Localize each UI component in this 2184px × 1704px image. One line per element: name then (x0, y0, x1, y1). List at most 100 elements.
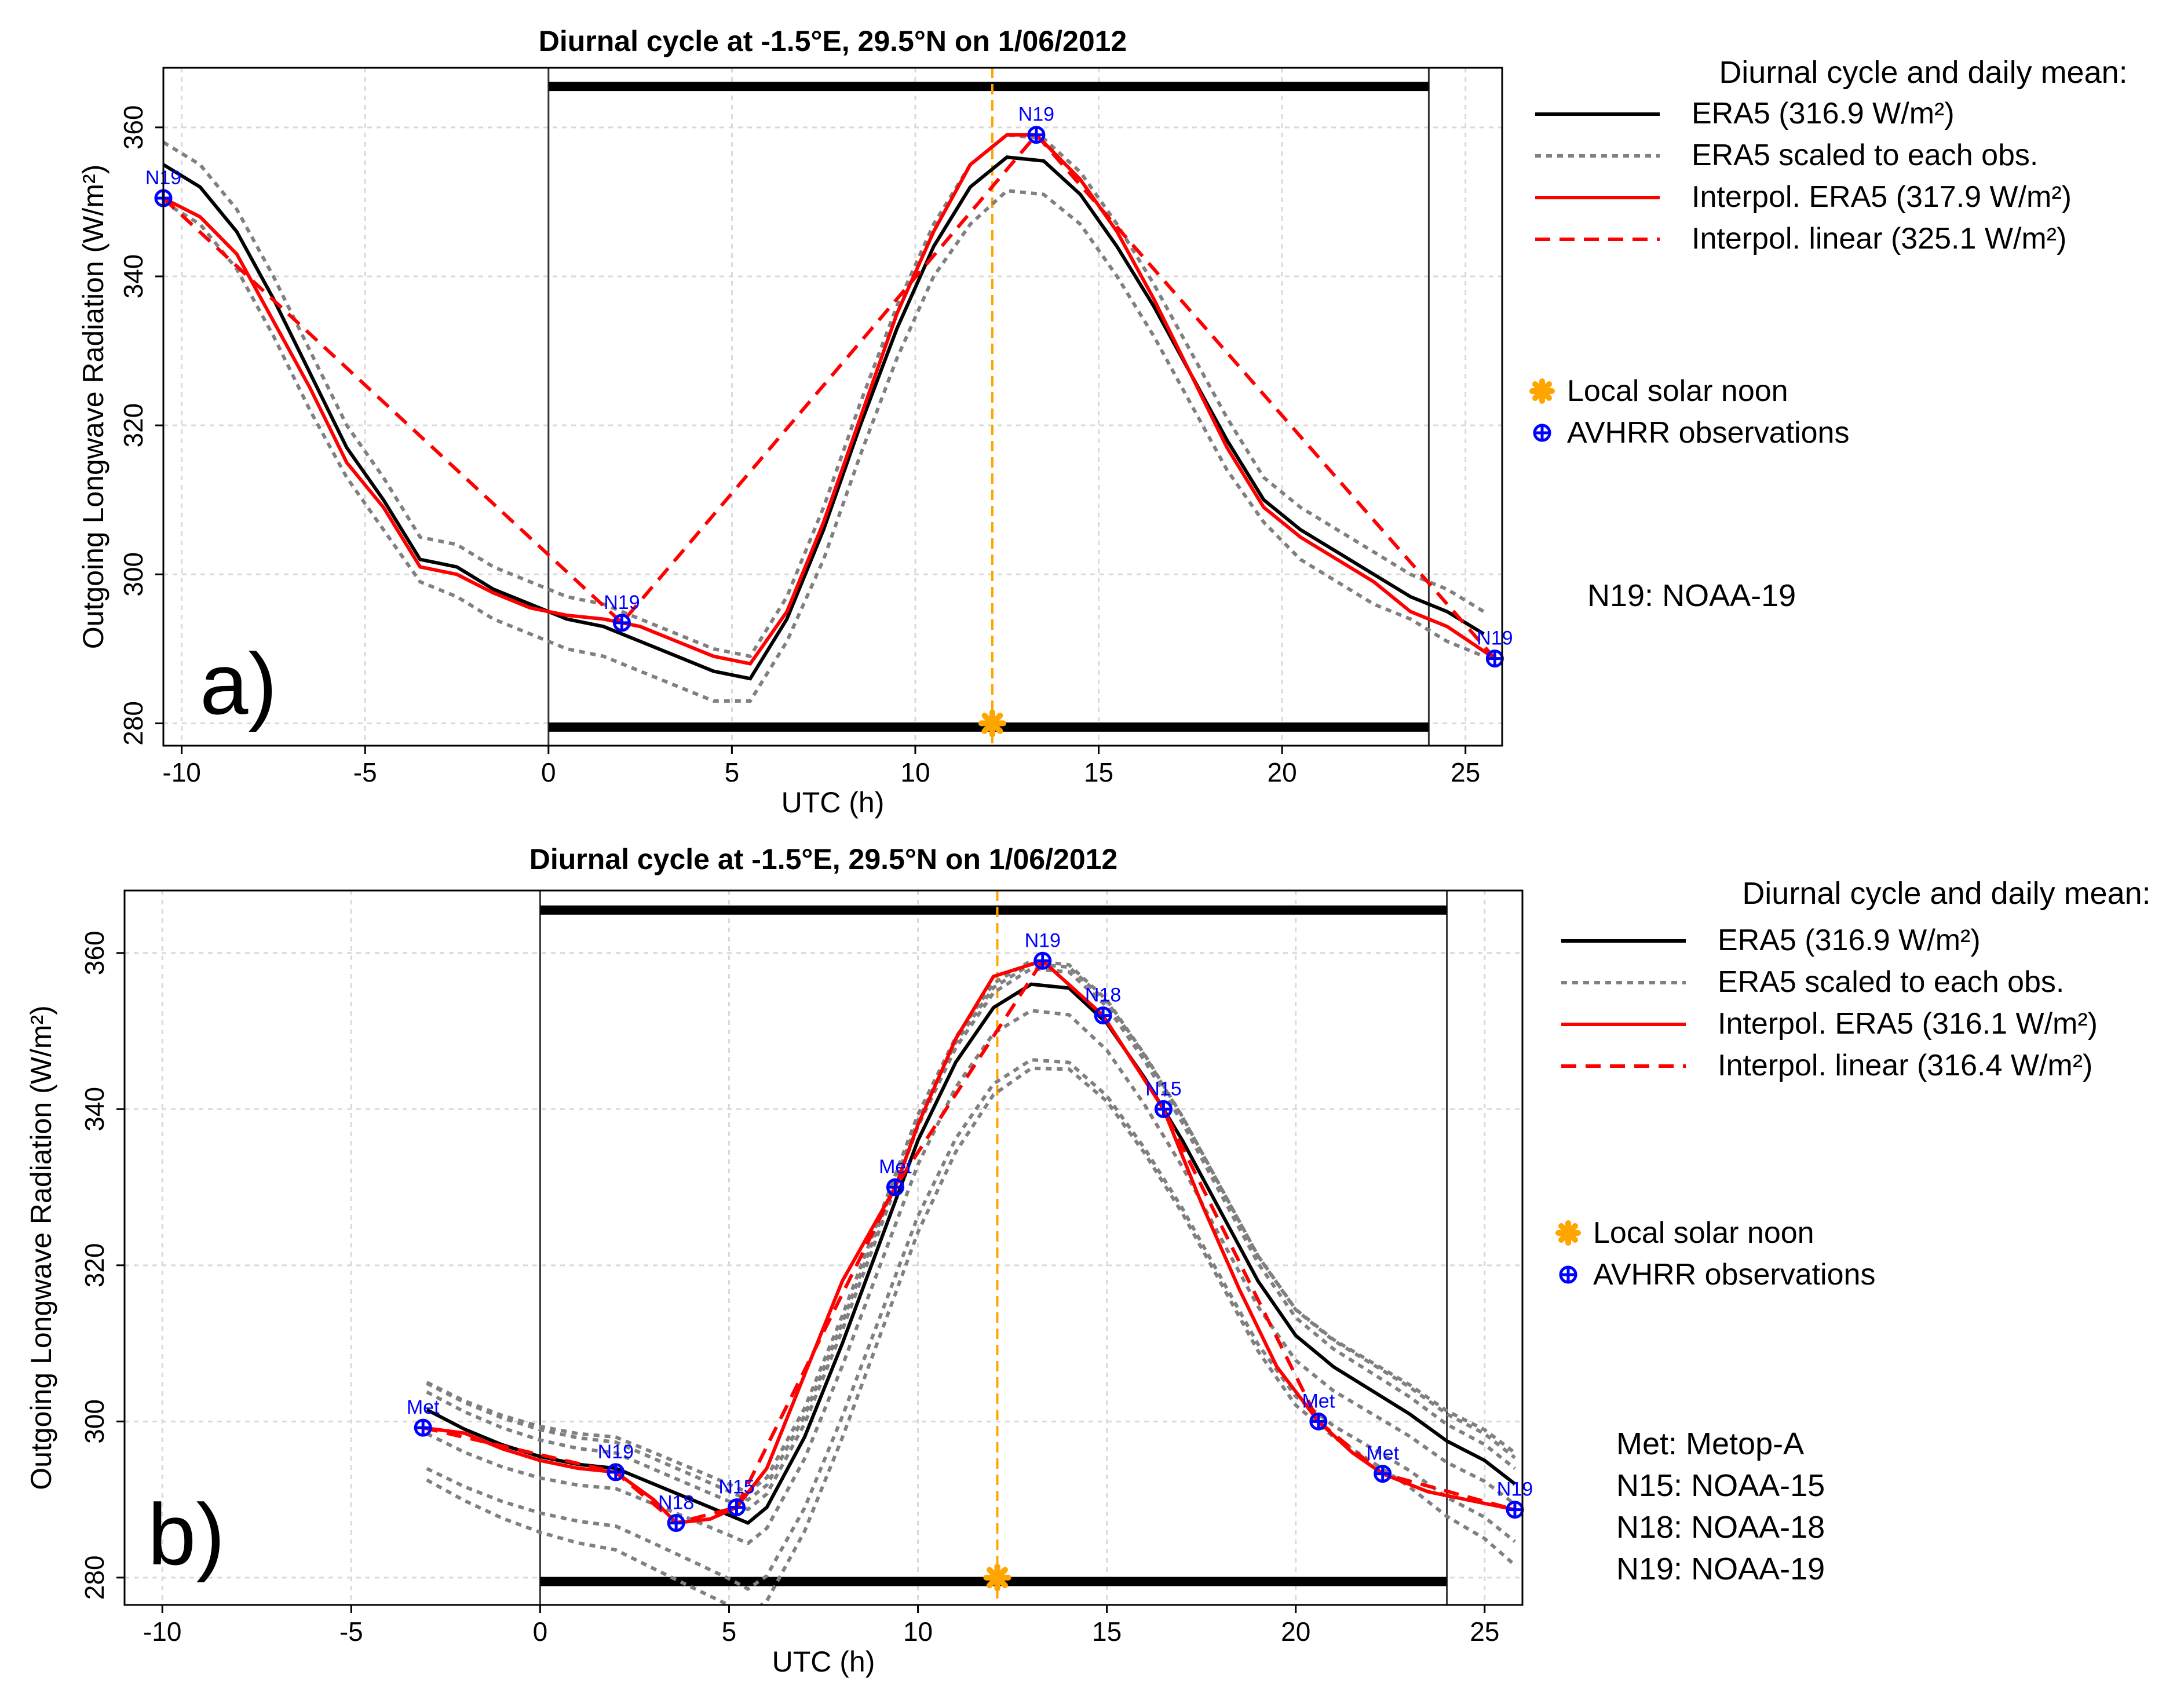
x-tick-label: -10 (162, 757, 200, 787)
series-linear-line (163, 132, 1496, 660)
observation-label: Met (1302, 1390, 1335, 1412)
legend: Diurnal cycle and daily mean: ERA5 (316.9… (1555, 876, 2151, 1586)
legend-entry: ERA5 scaled to each obs. (1718, 965, 2064, 999)
observation-label: N15 (1145, 1078, 1181, 1100)
y-tick-label: 320 (79, 1243, 109, 1287)
legend-heading: Diurnal cycle and daily mean: (1719, 55, 2127, 90)
series-era5-scaled-line (426, 958, 1516, 1495)
solar-noon-marker (978, 709, 1006, 738)
chart-title: Diurnal cycle at -1.5°E, 29.5°N on 1/06/… (529, 843, 1118, 875)
observation-label: N19 (1477, 627, 1513, 650)
x-tick-label: 10 (900, 757, 930, 787)
observation-marker (1154, 1100, 1173, 1118)
series-era5-scaled-line (426, 966, 1516, 1512)
observation-marker (1309, 1412, 1328, 1431)
x-tick-label: -10 (143, 1617, 181, 1647)
observation-label: N15 (718, 1476, 754, 1498)
legend-symbol-label: Local solar noon (1593, 1216, 1814, 1250)
data-series (163, 132, 1496, 703)
observation-label: N19 (1497, 1479, 1533, 1501)
observation-marker (612, 614, 631, 632)
legend-symbol-label: AVHRR observations (1593, 1258, 1875, 1291)
observation-marker (1374, 1465, 1392, 1483)
x-tick-label: 10 (903, 1617, 933, 1647)
observation-label: Met (407, 1396, 440, 1418)
legend-noon-star-icon (1529, 378, 1555, 404)
observation-marker (667, 1514, 685, 1532)
y-tick-label: 340 (79, 1087, 109, 1132)
y-axis-label: Outgoing Longwave Radiation (W/m²) (25, 1005, 57, 1490)
y-tick-label: 280 (79, 1555, 109, 1600)
legend-entry: ERA5 (316.9 W/m²) (1692, 97, 1955, 130)
legend-entry: Interpol. linear (316.4 W/m²) (1718, 1049, 2092, 1082)
satellite-key: N19: NOAA-19 (1587, 578, 1796, 613)
observation-label: N19 (1025, 929, 1061, 951)
plot-area (162, 67, 1503, 747)
x-axis-label: UTC (h) (781, 786, 885, 819)
series-scaled-line (163, 133, 1485, 659)
legend-entry: Interpol. linear (325.1 W/m²) (1692, 222, 2066, 256)
y-tick-label: 340 (118, 254, 148, 299)
chart-title: Diurnal cycle at -1.5°E, 29.5°N on 1/06/… (539, 25, 1127, 57)
y-axis-label: Outgoing Longwave Radiation (W/m²) (77, 165, 109, 650)
panel-a-chart: Diurnal cycle at -1.5°E, 29.5°N on 1/06/… (77, 25, 2128, 819)
x-tick-label: 15 (1084, 757, 1113, 787)
observation-marker (607, 1463, 625, 1482)
observation-label: N19 (598, 1441, 634, 1463)
observation-marker (414, 1418, 432, 1437)
legend-entry: Interpol. ERA5 (316.1 W/m²) (1718, 1007, 2098, 1041)
x-tick-label: 15 (1092, 1617, 1122, 1647)
observation-label: N19 (604, 592, 640, 614)
observation-marker (886, 1178, 904, 1196)
series-interp-line (163, 133, 1496, 666)
observation-label: N18 (1085, 984, 1121, 1006)
legend-heading: Diurnal cycle and daily mean: (1742, 876, 2150, 911)
x-tick-label: 5 (722, 1617, 737, 1647)
observation-marker (728, 1498, 746, 1517)
series-era5-scaled-line (426, 1009, 1516, 1546)
plot-area (123, 889, 1524, 1606)
y-tick-label: 360 (118, 105, 148, 149)
x-tick-label: -5 (353, 757, 377, 787)
legend-symbol-label: AVHRR observations (1567, 416, 1849, 450)
x-tick-label: 0 (541, 757, 556, 787)
observation-label: Met (879, 1156, 912, 1178)
grid (163, 68, 1502, 746)
legend-noon-star-icon (1555, 1220, 1581, 1246)
series-era5-scaled-line (426, 1066, 1516, 1605)
satellite-key: N15: NOAA-15 (1616, 1468, 1825, 1503)
x-tick-label: 5 (725, 757, 740, 787)
legend-entry: ERA5 scaled to each obs. (1692, 138, 2038, 172)
legend-obs-marker-icon (1559, 1265, 1577, 1284)
observation-marker (1033, 951, 1052, 970)
y-tick-label: 280 (118, 701, 148, 746)
x-tick-label: 25 (1451, 757, 1480, 787)
observation-marker (1094, 1006, 1112, 1025)
satellite-key: N19: NOAA-19 (1616, 1552, 1825, 1586)
x-tick-label: 25 (1470, 1617, 1499, 1647)
observation-marker (1027, 126, 1046, 144)
x-tick-label: 20 (1268, 757, 1297, 787)
series-era5-line (163, 155, 1485, 681)
legend-entry: ERA5 (316.9 W/m²) (1718, 924, 1981, 957)
y-tick-label: 300 (118, 552, 148, 597)
series-era5-scaled-line (426, 1058, 1516, 1591)
observation-marker (1485, 650, 1504, 668)
x-axis-label: UTC (h) (772, 1645, 875, 1678)
panel-label: b) (148, 1486, 225, 1583)
observation-label: Met (1366, 1443, 1399, 1465)
y-tick-label: 300 (79, 1399, 109, 1444)
series-scaled-line (163, 189, 1485, 703)
legend-obs-marker-icon (1533, 424, 1551, 442)
solar-noon-marker (983, 1563, 1011, 1592)
observation-label: N19 (1018, 104, 1054, 126)
x-tick-label: -5 (339, 1617, 363, 1647)
legend-entry: Interpol. ERA5 (317.9 W/m²) (1692, 180, 2072, 214)
x-tick-label: 0 (533, 1617, 548, 1647)
x-tick-label: 20 (1281, 1617, 1310, 1647)
legend: Diurnal cycle and daily mean: ERA5 (316.9… (1529, 55, 2128, 613)
observation-label: N18 (658, 1492, 694, 1514)
observation-marker (1506, 1501, 1524, 1519)
panel-label: a) (200, 635, 277, 732)
